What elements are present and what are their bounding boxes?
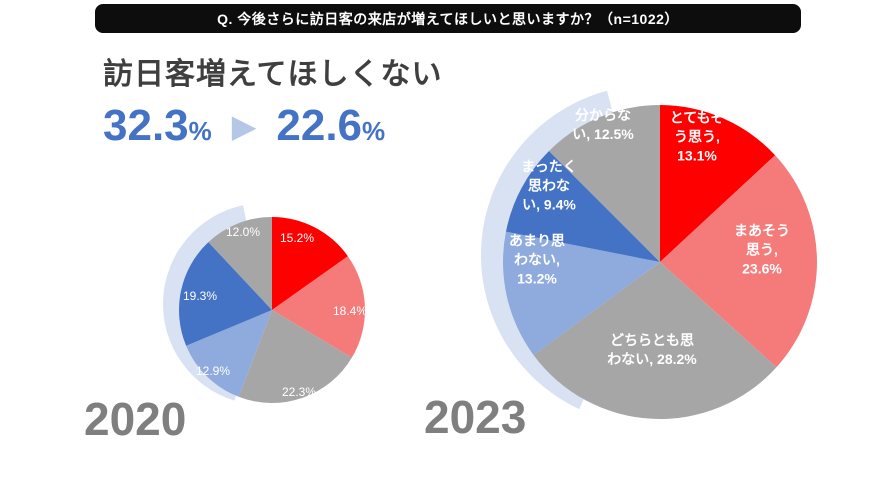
slice-label: あまり思 わない, 13.2% <box>509 232 565 287</box>
pie-slice <box>179 242 272 346</box>
slice-label: 12.9% <box>195 363 231 378</box>
stat-value-2020-percent: % <box>188 116 212 146</box>
stat-value-2023: 22.6% <box>276 104 385 148</box>
slice-label: 12.0% <box>225 224 261 239</box>
pie-slice <box>505 150 660 262</box>
slice-label: 分からな い, 12.5% <box>572 107 634 142</box>
stat-value-2023-percent: % <box>362 116 386 146</box>
question-text: Q. 今後さらに訪日客の来店が増えてほしいと思いますか？（n=1022） <box>217 10 679 27</box>
slice-label: 15.2% <box>279 230 315 245</box>
pie-2020: 15.2% 18.4% 22.3% 12.9% 19.3% 12.0% <box>147 185 397 435</box>
pie-2023: とてもそ う思う, 13.1% まあそう 思う, 23.6% どちらとも思 わない,… <box>470 75 850 455</box>
slice-label: どちらとも思 わない, 28.2% <box>607 332 697 367</box>
pie-slice <box>660 105 776 262</box>
pie-svg-2020 <box>162 205 365 403</box>
question-banner: Q. 今後さらに訪日客の来店が増えてほしいと思いますか？（n=1022） <box>95 4 801 33</box>
stat-value-2023-number: 22.6 <box>276 101 363 150</box>
pie-slice <box>533 262 777 419</box>
pie-slice <box>503 231 660 356</box>
pie-slice <box>660 155 817 368</box>
pie-slice <box>186 310 272 397</box>
year-label-2023: 2023 <box>424 391 527 443</box>
slice-label: 22.3% <box>281 384 317 399</box>
slice-label: 18.4% <box>332 303 368 318</box>
arrow-right-icon: ▶ <box>231 108 257 144</box>
pie-svg-2023 <box>480 90 817 419</box>
pie-slice <box>208 217 272 310</box>
stat-value-2020: 32.3% <box>103 104 212 148</box>
headline-stats: 32.3% ▶ 22.6% <box>103 104 385 148</box>
slice-label: 19.3% <box>182 288 218 303</box>
slice-label: とてもそ う思う, 13.1% <box>669 109 725 164</box>
slice-label: まったく 思わな い, 9.4% <box>521 158 577 213</box>
pie-slice <box>238 310 352 403</box>
pie-slice <box>272 256 365 358</box>
slice-label: まあそう 思う, 23.6% <box>734 222 790 277</box>
stat-value-2020-number: 32.3 <box>103 101 189 150</box>
pie-slice <box>272 217 348 310</box>
year-label-2020: 2020 <box>84 393 187 445</box>
headline-title: 訪日客増えてほしくない <box>103 58 443 91</box>
pie-slice <box>548 105 660 262</box>
